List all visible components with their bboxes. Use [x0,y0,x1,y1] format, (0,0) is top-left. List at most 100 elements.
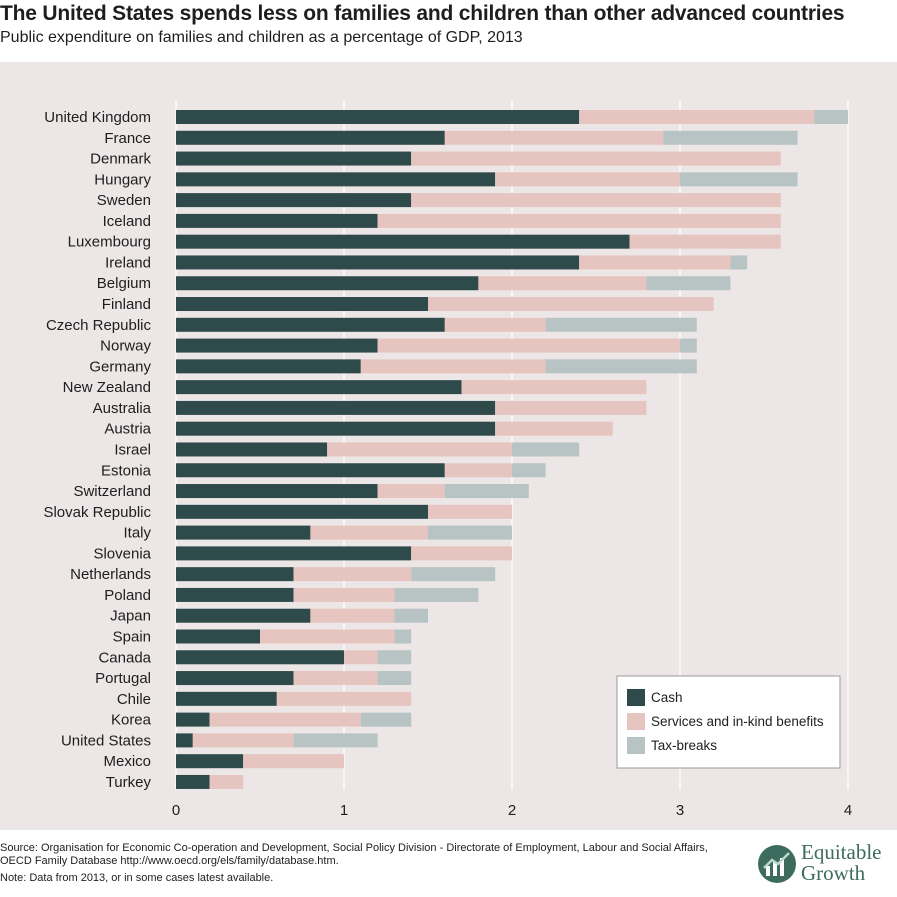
bar-new-zealand-cash [176,380,462,395]
footer: Source: Organisation for Economic Co-ope… [0,842,730,889]
bar-korea-services-and-in-kind-benefits [209,712,361,727]
category-label-denmark: Denmark [90,151,151,168]
category-label-ireland: Ireland [105,254,151,271]
category-label-korea: Korea [111,712,152,729]
bar-netherlands-tax-breaks [411,567,496,582]
bar-germany-services-and-in-kind-benefits [360,359,546,374]
bar-iceland-cash [176,213,378,228]
bar-slovenia-cash [176,546,412,561]
category-label-czech-republic: Czech Republic [46,317,152,334]
category-label-united-kingdom: United Kingdom [44,109,151,126]
x-tick-label-0: 0 [172,802,180,819]
bar-chile-services-and-in-kind-benefits [276,691,412,706]
bar-france-services-and-in-kind-benefits [444,130,664,145]
category-label-finland: Finland [102,296,151,313]
category-label-chile: Chile [117,691,151,708]
category-label-norway: Norway [100,338,151,355]
bar-belgium-tax-breaks [646,276,731,291]
bar-spain-cash [176,629,260,644]
bar-iceland-services-and-in-kind-benefits [377,213,781,228]
bar-germany-tax-breaks [545,359,697,374]
bar-portugal-cash [176,671,294,686]
category-label-sweden: Sweden [97,192,151,209]
bar-belgium-cash [176,276,479,291]
category-label-portugal: Portugal [95,670,151,687]
bar-slovenia-services-and-in-kind-benefits [411,546,512,561]
bar-turkey-cash [176,774,210,789]
chart-title: The United States spends less on familie… [0,2,845,25]
x-tick-label-2: 2 [508,802,516,819]
category-label-spain: Spain [113,629,151,646]
category-label-austria: Austria [104,421,151,438]
category-label-new-zealand: New Zealand [63,379,151,396]
legend-label-services-and-in-kind-benefits: Services and in-kind benefits [651,714,824,729]
bar-japan-tax-breaks [394,608,428,623]
bar-united-states-services-and-in-kind-benefits [192,733,294,748]
category-label-turkey: Turkey [106,774,152,791]
category-label-switzerland: Switzerland [73,483,151,500]
category-label-iceland: Iceland [103,213,151,230]
category-label-italy: Italy [123,525,151,542]
legend: Cash Services and in-kind benefits Tax-bre… [616,675,841,769]
bar-netherlands-cash [176,567,294,582]
bar-australia-services-and-in-kind-benefits [495,400,647,415]
bar-finland-services-and-in-kind-benefits [428,297,714,312]
bar-poland-tax-breaks [394,587,479,602]
bar-austria-cash [176,421,496,436]
bar-norway-services-and-in-kind-benefits [377,338,680,353]
bar-czech-republic-services-and-in-kind-benefits [444,317,546,332]
chart-subtitle: Public expenditure on families and child… [0,29,523,46]
x-tick-label-3: 3 [676,802,684,819]
bar-spain-tax-breaks [394,629,412,644]
data-note: Note: Data from 2013, or in some cases l… [0,872,274,884]
category-label-poland: Poland [104,587,151,604]
growth-chart-icon [758,845,796,883]
bar-japan-cash [176,608,311,623]
bar-poland-cash [176,587,294,602]
bar-denmark-cash [176,151,412,166]
category-label-hungary: Hungary [94,171,151,188]
bar-australia-cash [176,400,496,415]
bar-united-kingdom-services-and-in-kind-benefits [579,110,815,124]
bar-japan-services-and-in-kind-benefits [310,608,395,623]
bar-ireland-services-and-in-kind-benefits [579,255,731,270]
bar-switzerland-tax-breaks [444,484,529,499]
bar-france-cash [176,130,445,145]
bar-norway-cash [176,338,378,353]
bar-slovak-republic-services-and-in-kind-benefits [428,504,512,519]
bar-hungary-tax-breaks [680,172,798,187]
brand-logo: Equitable Growth [757,842,895,888]
source-note: Source: Organisation for Economic Co-ope… [0,842,708,867]
brand-name: Equitable Growth [801,842,881,884]
bar-switzerland-services-and-in-kind-benefits [377,484,445,499]
bar-estonia-cash [176,463,445,478]
brand-line-2: Growth [801,861,866,885]
bar-italy-services-and-in-kind-benefits [310,525,428,540]
bar-united-states-cash [176,733,193,748]
category-label-australia: Australia [93,400,152,417]
bar-portugal-tax-breaks [377,671,412,686]
bar-netherlands-services-and-in-kind-benefits [293,567,412,582]
legend-swatch-cash [627,689,645,706]
legend-swatch-services-and-in-kind-benefits [627,713,645,730]
legend-label-tax-breaks: Tax-breaks [651,738,717,753]
bar-israel-tax-breaks [512,442,580,457]
legend-label-cash: Cash [651,690,683,705]
bar-norway-tax-breaks [680,338,697,353]
bar-turkey-services-and-in-kind-benefits [209,774,244,789]
brand-line-1: Equitable [801,840,882,864]
bar-estonia-tax-breaks [512,463,546,478]
category-label-belgium: Belgium [97,275,151,292]
bar-switzerland-cash [176,484,378,499]
category-label-japan: Japan [110,608,151,625]
bar-france-tax-breaks [663,130,798,145]
bar-israel-services-and-in-kind-benefits [327,442,512,457]
bar-portugal-services-and-in-kind-benefits [293,671,378,686]
bar-united-kingdom-cash [176,110,580,124]
bar-denmark-services-and-in-kind-benefits [411,151,781,166]
x-tick-label-4: 4 [844,802,852,819]
bar-spain-services-and-in-kind-benefits [260,629,395,644]
bar-austria-services-and-in-kind-benefits [495,421,613,436]
bar-chile-cash [176,691,277,706]
bar-mexico-cash [176,754,244,769]
